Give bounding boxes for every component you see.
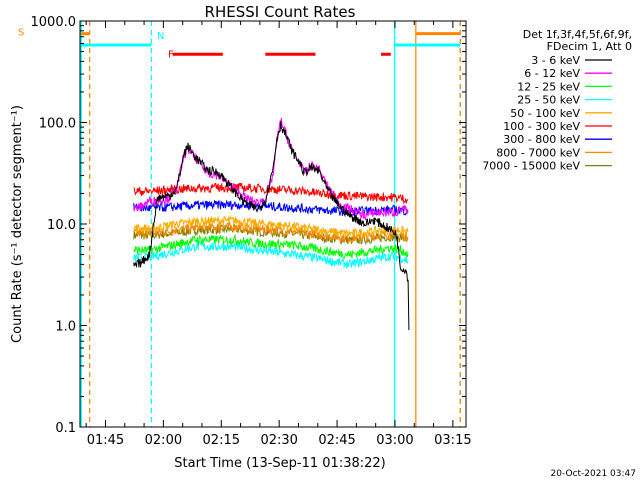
x-tick-label: 01:45 <box>87 433 124 448</box>
legend-header-line-2: FDecim 1, Att 0 <box>547 40 632 53</box>
footer-timestamp: 20-Oct-2021 03:47 <box>551 469 636 479</box>
x-tick-label: 02:15 <box>203 433 240 448</box>
legend-entry-label: 300 - 800 keV <box>503 133 580 146</box>
series-line-5 <box>133 182 409 205</box>
series-line-4 <box>133 214 409 238</box>
series-line-3 <box>133 240 409 269</box>
legend-entry-label: 3 - 6 keV <box>531 54 580 67</box>
legend-header-line-1: Det 1f,3f,4f,5f,6f,9f, <box>523 28 632 41</box>
y-tick-label: 1.0 <box>55 320 76 335</box>
legend-entry-label: 25 - 50 keV <box>517 94 580 107</box>
y-tick-label: 10.0 <box>47 218 76 233</box>
plot-area: S NF <box>18 21 461 427</box>
x-tick-label: 02:30 <box>260 433 297 448</box>
legend-entry-label: 6 - 12 keV <box>524 67 580 80</box>
series-line-6 <box>133 199 409 217</box>
x-tick-label: 03:15 <box>434 433 471 448</box>
legend-entry-label: 100 - 300 keV <box>503 120 580 133</box>
legend-entry-label: 7000 - 15000 keV <box>482 160 580 173</box>
night-state-label: N <box>157 31 164 42</box>
legend-entry-label: 12 - 25 keV <box>517 80 580 93</box>
legend-entry-label: 800 - 7000 keV <box>496 146 580 159</box>
legend-entry-label: 50 - 100 keV <box>510 107 580 120</box>
series-line-2 <box>133 233 409 260</box>
y-tick-label: 0.1 <box>55 421 76 436</box>
series-line-7 <box>133 220 409 244</box>
y-axis-label: Count Rate (s⁻¹ detector segment⁻¹) <box>10 105 25 343</box>
axes: 1000.0 100.0 10.0 1.0 0.1 01:45 02:00 02:15 02:3… <box>31 15 472 448</box>
y-tick-label: 1000.0 <box>31 15 77 30</box>
x-axis-label: Start Time (13-Sep-11 01:38:22) <box>174 456 385 471</box>
legend: Det 1f,3f,4f,5f,6f,9f, FDecim 1, Att 0 3… <box>482 28 632 173</box>
x-tick-label: 02:00 <box>145 433 182 448</box>
x-tick-label: 03:00 <box>376 433 413 448</box>
chart-title: RHESSI Count Rates <box>205 3 356 21</box>
series-line-0 <box>133 121 410 331</box>
flare-state-label: F <box>168 49 174 60</box>
x-tick-label: 02:45 <box>318 433 355 448</box>
y-tick-label: 100.0 <box>39 117 76 132</box>
attenuator-state-label: S <box>18 28 24 39</box>
